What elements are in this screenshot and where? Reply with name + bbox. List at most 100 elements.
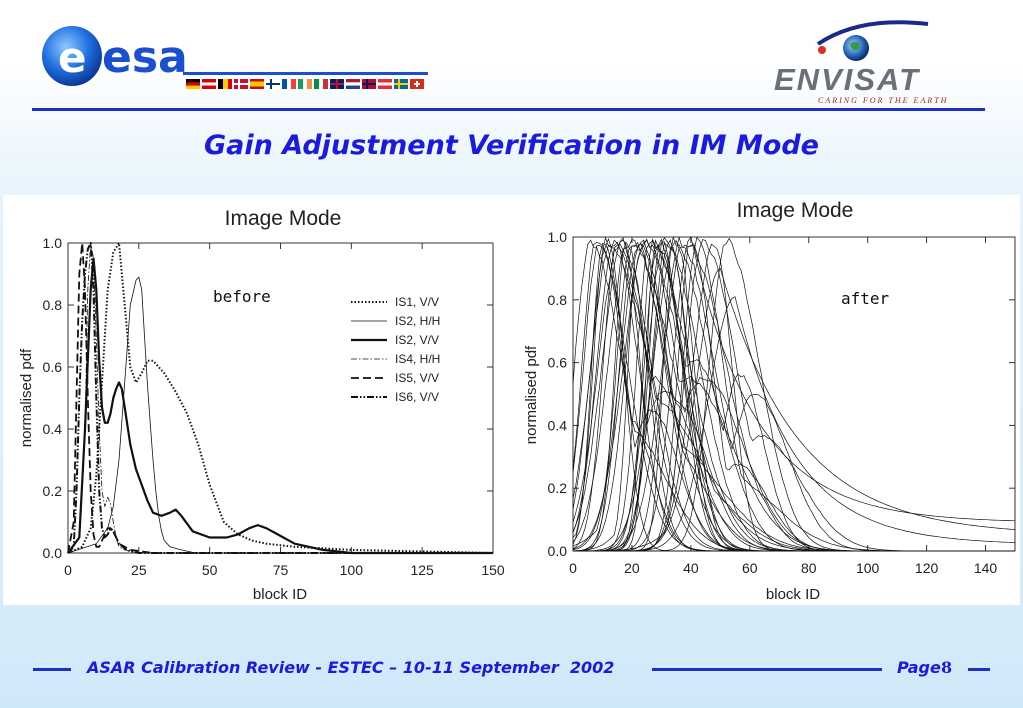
after-curve-11 [573,241,1015,552]
chart-0-xtick-label: 100 [340,562,364,578]
esa-underline [183,72,428,75]
slide-footer: ASAR Calibration Review - ESTEC – 10-11 … [0,650,1023,690]
series-line-5 [67,242,493,554]
slide-title: Gain Adjustment Verification in IM Mode [204,130,819,161]
legend-label-0: IS1, V/V [395,295,439,309]
legend-label-1: IS2, H/H [395,314,440,328]
chart-1-xtick-label: 40 [683,560,699,576]
after-tail-curve-2 [573,296,1016,552]
footer-rule-right [968,668,990,671]
chart-1-ytick-label: 0.8 [548,292,568,308]
chart-after-frame [572,236,1016,552]
after-curve-8 [572,243,1015,552]
after-curve-17 [572,239,1015,552]
after-tail-curve-1 [573,267,1016,552]
envisat-wordmark: ENVISAT [774,62,921,97]
chart-1-ytick-label: 0.4 [548,417,568,433]
esa-globe-icon [42,26,102,86]
after-curve-6 [572,241,1015,552]
chart-panel: Image Mode 0 25 50 75 100 125 150 0.0 0.2 0.4 0.6 0… [3,195,1020,605]
after-curve-32 [573,236,1015,552]
red-dot-icon [818,46,826,54]
chart-after-title: Image Mode [737,199,854,222]
chart-after-xlabel: block ID [766,586,820,603]
chart-0-xtick-label: 75 [273,562,289,578]
chart-after-annotation: after [841,289,890,308]
chart-1-xtick-label: 20 [624,560,640,576]
charts-svg: Image Mode 0 25 50 75 100 125 150 0.0 0.2 0.4 0.6 0… [18,199,1016,603]
chart-1-xtick-label: 80 [801,560,817,576]
after-curve-25 [573,242,1015,552]
envisat-tagline: CARING FOR THE EARTH [818,96,948,105]
header-divider [32,108,985,111]
after-curve-22 [573,238,1015,552]
after-curve-5 [572,237,1015,552]
chart-before: Image Mode 0 25 50 75 100 125 150 0.0 0.2 0.4 0.6 0… [18,207,505,603]
footer-rule-left [33,668,71,671]
chart-after: Image Mode 0 20 40 60 80 100 120 140 0.0 0.2 0.4 0.… [523,199,1016,603]
slide-header: e esa [0,0,1023,115]
after-curve-10 [572,237,1015,552]
after-curve-12 [572,239,1015,552]
after-curve-0 [572,239,1015,552]
chart-1-ytick-label: 0.2 [548,480,568,496]
chart-0-ytick-label: 0.0 [43,545,63,561]
chart-0-ytick-label: 1.0 [43,235,63,251]
chart-0-ytick-label: 0.6 [43,359,63,375]
after-curve-26 [573,239,1015,552]
chart-0-ytick-label: 0.4 [43,421,63,437]
chart-after-ylabel: normalised pdf [523,345,540,444]
envisat-logo: ENVISAT CARING FOR THE EARTH [774,20,948,105]
footer-text: ASAR Calibration Review - ESTEC – 10-11 … [87,658,615,677]
chart-1-xtick-label: 100 [856,560,880,576]
after-curve-23 [573,241,1015,552]
chart-0-xtick-label: 50 [202,562,218,578]
series-line-2 [67,257,493,555]
chart-0-ytick-label: 0.2 [43,483,63,499]
footer-rule-middle [652,668,882,671]
chart-before-annotation: before [213,287,271,306]
esa-logo: e esa [42,26,428,89]
legend-label-3: IS4, H/H [395,352,440,366]
after-curve-2 [572,245,1015,552]
chart-1-ytick-label: 1.0 [548,229,568,245]
after-curve-35 [573,237,1015,552]
chart-0-xtick-label: 125 [410,562,434,578]
esa-logo-e-icon: e [58,33,87,82]
after-curve-13 [572,241,1015,552]
series-line-3 [67,242,493,554]
orbit-swoosh-icon [816,20,929,46]
after-curve-15 [572,243,1015,552]
chart-0-xtick-label: 0 [64,562,72,578]
chart-0-xtick-label: 25 [131,562,147,578]
after-curve-28 [573,239,1015,552]
after-curve-27 [573,235,1015,552]
esa-wordmark: esa [102,32,188,83]
after-curve-24 [573,237,1015,552]
chart-before-ylabel: normalised pdf [18,348,35,447]
after-tail-curve-0 [573,236,1016,552]
after-curve-29 [573,236,1015,552]
chart-0-ytick-label: 0.8 [43,297,63,313]
after-curve-18 [572,238,1015,552]
after-curve-34 [573,243,1015,552]
after-curve-31 [573,243,1015,552]
chart-before-title: Image Mode [225,207,342,230]
legend-label-2: IS2, V/V [395,333,439,347]
series-line-1 [67,276,210,554]
legend-label-5: IS6, V/V [395,390,439,404]
page-number: 8 [941,658,953,677]
after-curve-4 [572,236,1015,552]
after-curve-20 [573,238,1015,552]
chart-1-xtick-label: 140 [974,560,998,576]
after-curve-19 [573,239,1015,552]
after-curve-7 [572,239,1015,552]
series-line-0 [67,242,494,554]
after-curve-30 [573,244,1015,552]
series-line-4 [67,242,493,554]
chart-0-xtick-label: 150 [481,562,505,578]
after-curve-1 [572,242,1015,552]
legend-label-4: IS5, V/V [395,371,439,385]
after-curve-9 [572,239,1015,552]
chart-1-ytick-label: 0.6 [548,355,568,371]
